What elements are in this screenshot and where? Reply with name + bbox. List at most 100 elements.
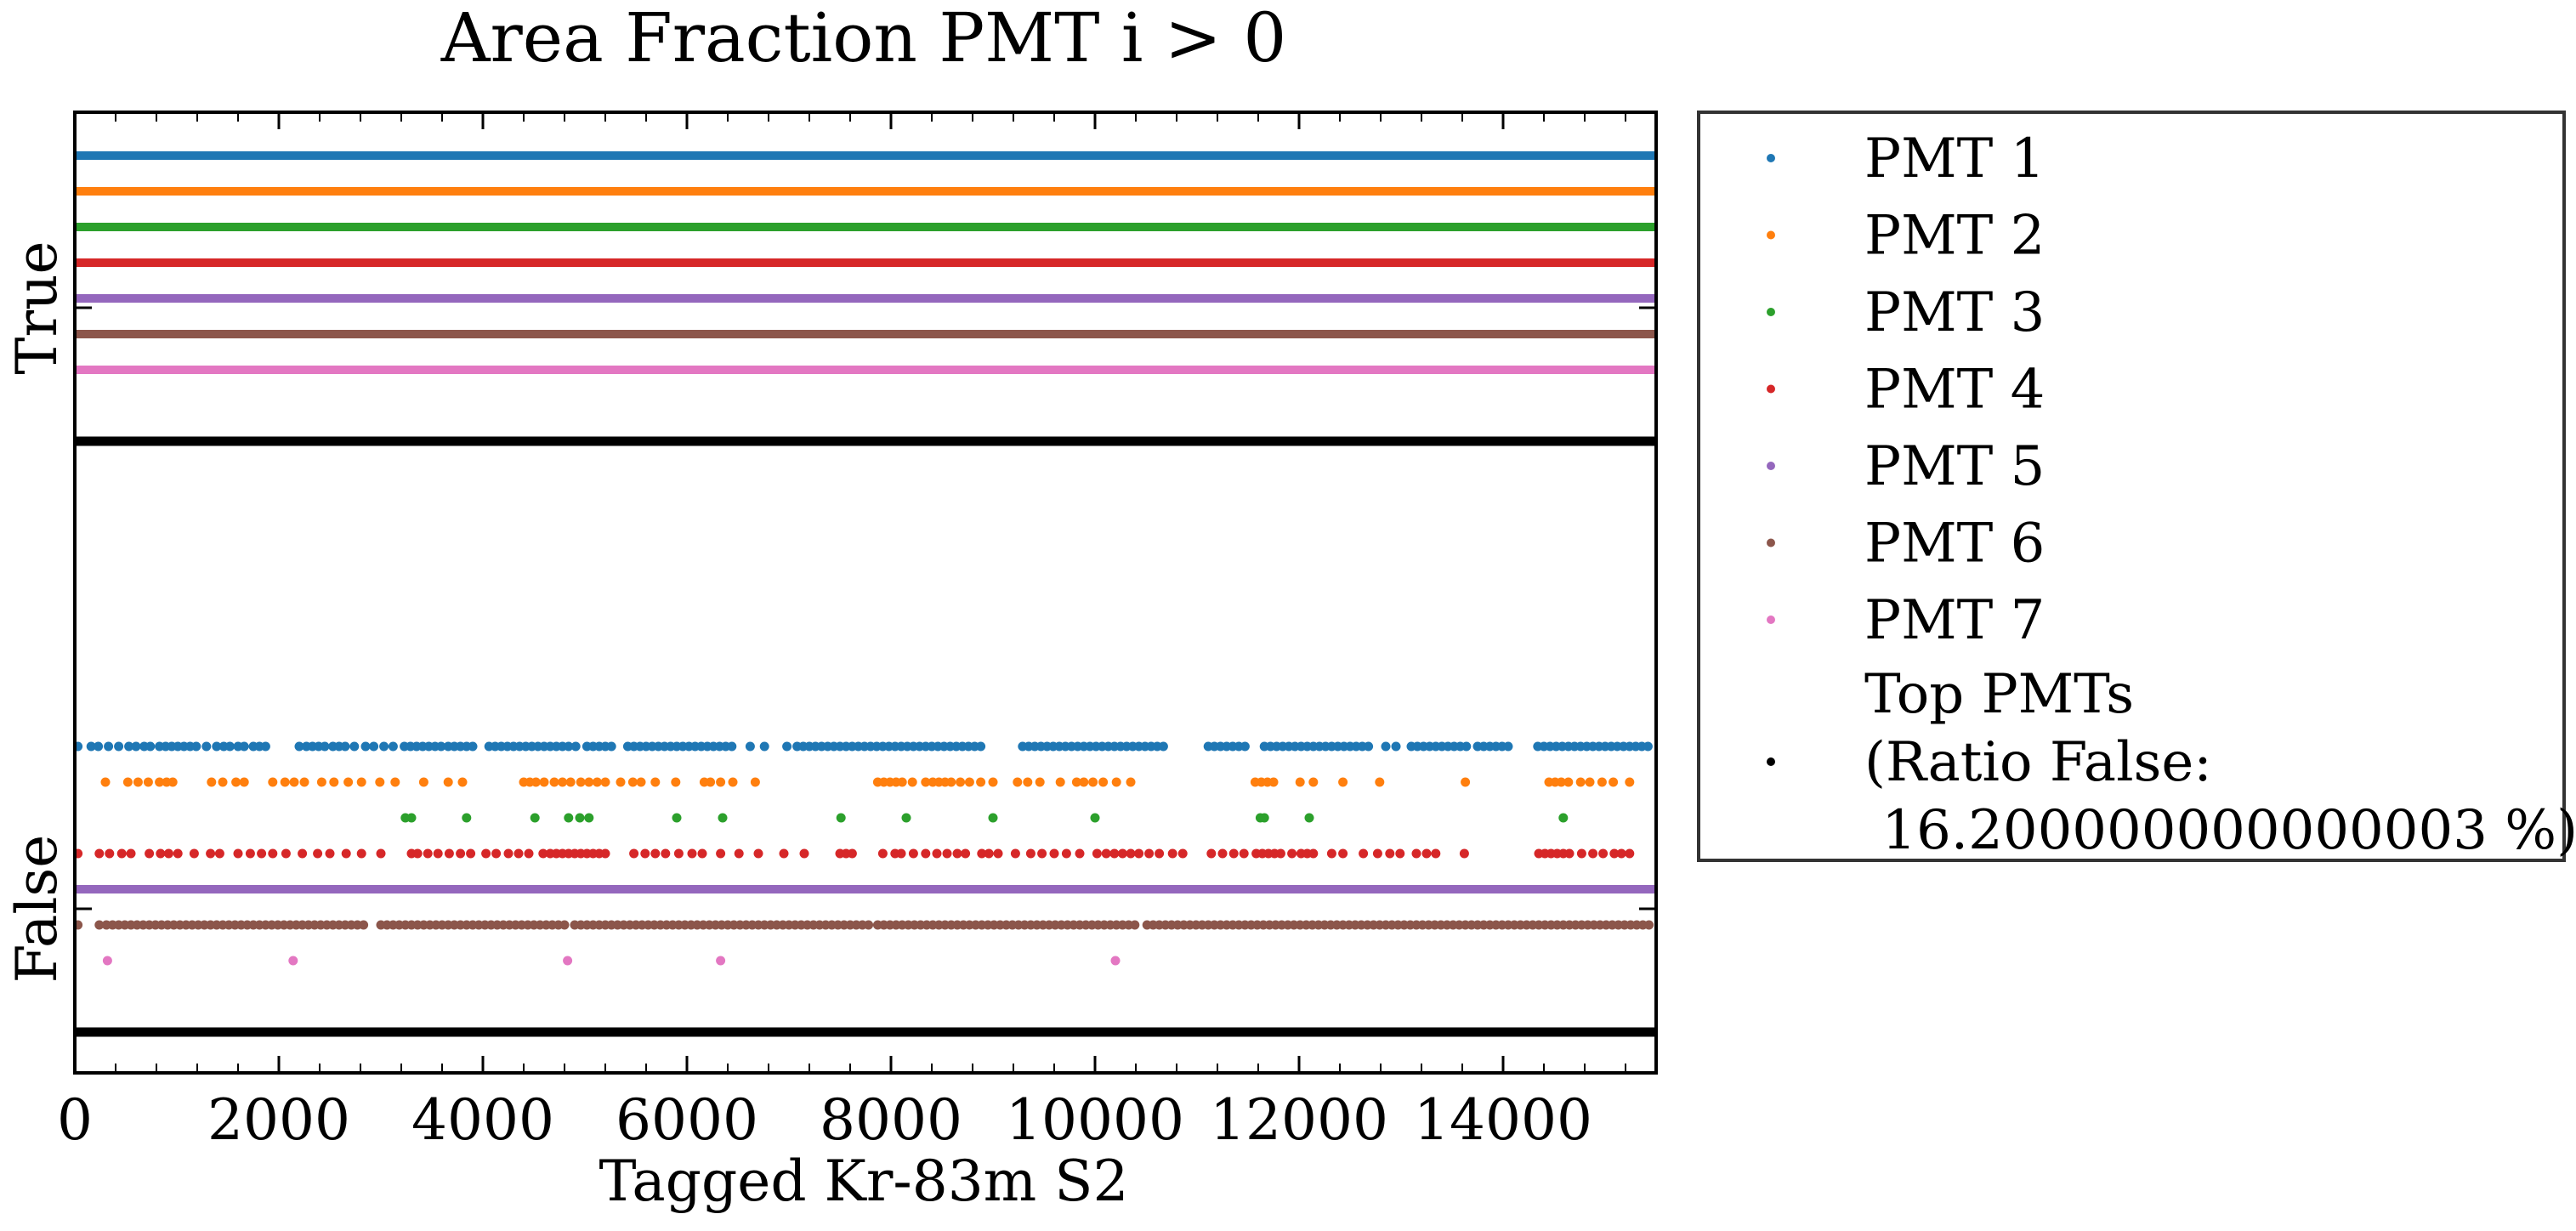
point-pmt-4 bbox=[896, 848, 906, 859]
chart-title: Area Fraction PMT i > 0 bbox=[440, 0, 1287, 77]
point-pmt-2 bbox=[443, 777, 453, 787]
point-pmt-4 bbox=[1126, 848, 1136, 859]
point-pmt-4 bbox=[753, 848, 763, 859]
point-pmt-2 bbox=[897, 777, 907, 787]
point-pmt-4 bbox=[1025, 848, 1036, 859]
point-pmt-4 bbox=[341, 848, 351, 859]
point-pmt-2 bbox=[1035, 777, 1045, 787]
point-pmt-2 bbox=[268, 777, 278, 787]
point-pmt-2 bbox=[716, 777, 726, 787]
point-pmt-4 bbox=[640, 848, 650, 859]
point-pmt-1 bbox=[1381, 741, 1391, 752]
point-pmt-4 bbox=[491, 848, 502, 859]
point-pmt-4 bbox=[1385, 848, 1395, 859]
point-pmt-4 bbox=[942, 848, 952, 859]
point-pmt-4 bbox=[189, 848, 199, 859]
point-pmt-2 bbox=[988, 777, 998, 787]
point-pmt-2 bbox=[122, 777, 133, 787]
point-pmt-4 bbox=[697, 848, 707, 859]
point-pmt-2 bbox=[539, 777, 549, 787]
point-pmt-4 bbox=[1177, 848, 1188, 859]
point-pmt-2 bbox=[207, 777, 217, 787]
point-pmt-4 bbox=[156, 848, 166, 859]
point-pmt-4 bbox=[1609, 848, 1620, 859]
point-pmt-4 bbox=[1239, 848, 1249, 859]
point-pmt-2 bbox=[1338, 777, 1348, 787]
point-pmt-2 bbox=[706, 777, 716, 787]
point-pmt-2 bbox=[1111, 777, 1121, 787]
point-pmt-2 bbox=[1088, 777, 1098, 787]
point-pmt-4 bbox=[1372, 848, 1382, 859]
point-pmt-2 bbox=[1625, 777, 1635, 787]
point-pmt-4 bbox=[877, 848, 888, 859]
point-pmt-2 bbox=[558, 777, 568, 787]
point-pmt-1 bbox=[436, 741, 446, 752]
point-pmt-4 bbox=[908, 848, 918, 859]
point-pmt-2 bbox=[584, 777, 594, 787]
point-pmt-4 bbox=[661, 848, 671, 859]
point-pmt-4 bbox=[257, 848, 267, 859]
point-pmt-1 bbox=[239, 741, 249, 752]
point-pmt-2 bbox=[921, 777, 931, 787]
point-pmt-2 bbox=[728, 777, 738, 787]
point-pmt-4 bbox=[126, 848, 136, 859]
point-pmt-4 bbox=[105, 848, 115, 859]
point-pmt-1 bbox=[260, 741, 270, 752]
point-pmt-2 bbox=[1556, 777, 1566, 787]
point-pmt-2 bbox=[343, 777, 354, 787]
point-pmt-4 bbox=[94, 848, 105, 859]
point-pmt-3 bbox=[901, 813, 911, 823]
point-pmt-4 bbox=[538, 848, 548, 859]
legend-label-pmt-3: PMT 3 bbox=[1864, 281, 2045, 344]
point-pmt-2 bbox=[531, 777, 541, 787]
x-tick-label: 2000 bbox=[207, 1087, 350, 1153]
point-pmt-2 bbox=[576, 777, 586, 787]
point-pmt-2 bbox=[671, 777, 681, 787]
point-pmt-4 bbox=[298, 848, 308, 859]
point-pmt-1 bbox=[224, 741, 235, 752]
point-pmt-3 bbox=[1259, 813, 1269, 823]
point-pmt-2 bbox=[956, 777, 966, 787]
point-pmt-2 bbox=[316, 777, 326, 787]
legend-marker-pmt-1 bbox=[1767, 154, 1775, 162]
point-pmt-1 bbox=[606, 741, 616, 752]
point-pmt-2 bbox=[390, 777, 400, 787]
point-pmt-1 bbox=[745, 741, 755, 752]
legend-label-pmt-7: PMT 7 bbox=[1864, 589, 2045, 652]
legend-marker-pmt-4 bbox=[1767, 384, 1775, 394]
point-pmt-4 bbox=[356, 848, 366, 859]
x-tick-label: 8000 bbox=[820, 1087, 962, 1153]
point-pmt-4 bbox=[1576, 848, 1586, 859]
point-pmt-4 bbox=[1287, 848, 1297, 859]
point-pmt-2 bbox=[600, 777, 610, 787]
point-pmt-3 bbox=[718, 813, 728, 823]
point-pmt-1 bbox=[1643, 741, 1653, 752]
point-pmt-4 bbox=[734, 848, 744, 859]
point-pmt-2 bbox=[1126, 777, 1136, 787]
point-pmt-4 bbox=[1144, 848, 1155, 859]
point-pmt-2 bbox=[1013, 777, 1023, 787]
point-pmt-2 bbox=[976, 777, 986, 787]
point-pmt-4 bbox=[1228, 848, 1239, 859]
point-pmt-1 bbox=[191, 741, 201, 752]
point-pmt-1 bbox=[1240, 741, 1250, 752]
axes-layer: 0 2000 4000 6000 8000 10000 12000 14000 False Tru… bbox=[4, 111, 1658, 1153]
point-pmt-1 bbox=[782, 741, 792, 752]
x-tick-label: 0 bbox=[57, 1087, 93, 1153]
point-pmt-4 bbox=[376, 848, 386, 859]
point-pmt-3 bbox=[406, 813, 417, 823]
point-pmt-3 bbox=[1304, 813, 1314, 823]
point-pmt-1 bbox=[294, 741, 304, 752]
point-pmt-2 bbox=[650, 777, 661, 787]
series-layer bbox=[73, 151, 1656, 1037]
point-pmt-1 bbox=[114, 741, 124, 752]
point-pmt-2 bbox=[549, 777, 559, 787]
legend-label-top-pmts: Top PMTs (Ratio False: 16.200000000000003… bbox=[1864, 663, 2576, 862]
y-tick-label: True bbox=[4, 241, 70, 374]
point-pmt-4 bbox=[1109, 848, 1120, 859]
point-pmt-4 bbox=[629, 848, 639, 859]
point-pmt-4 bbox=[1411, 848, 1421, 859]
point-pmt-1 bbox=[570, 741, 581, 752]
point-pmt-4 bbox=[1117, 848, 1127, 859]
point-pmt-3 bbox=[672, 813, 682, 823]
